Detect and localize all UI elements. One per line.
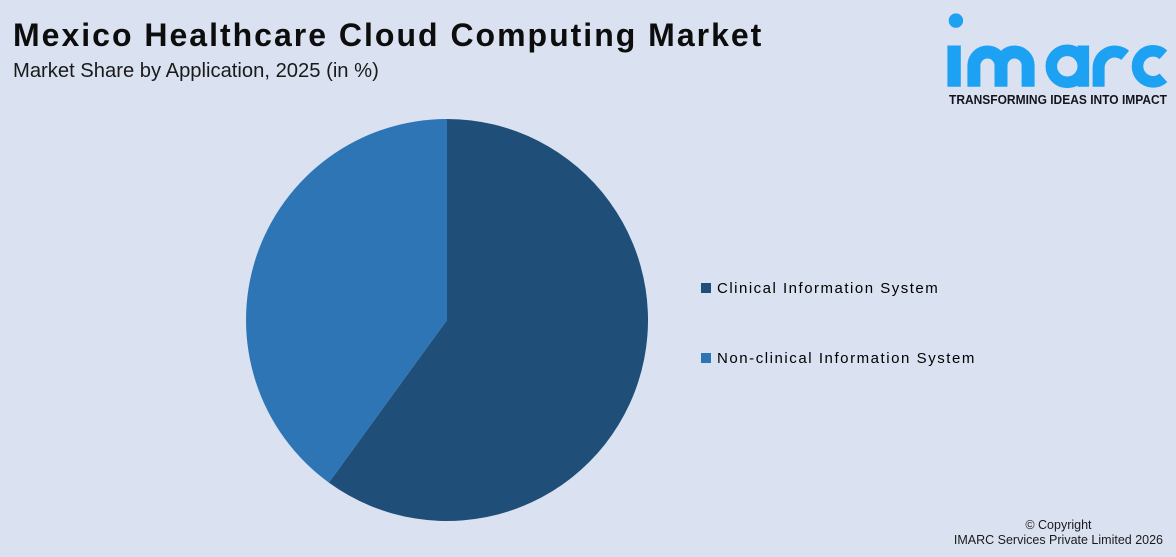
svg-text:TRANSFORMING IDEAS INTO IMPACT: TRANSFORMING IDEAS INTO IMPACT [949,92,1167,107]
